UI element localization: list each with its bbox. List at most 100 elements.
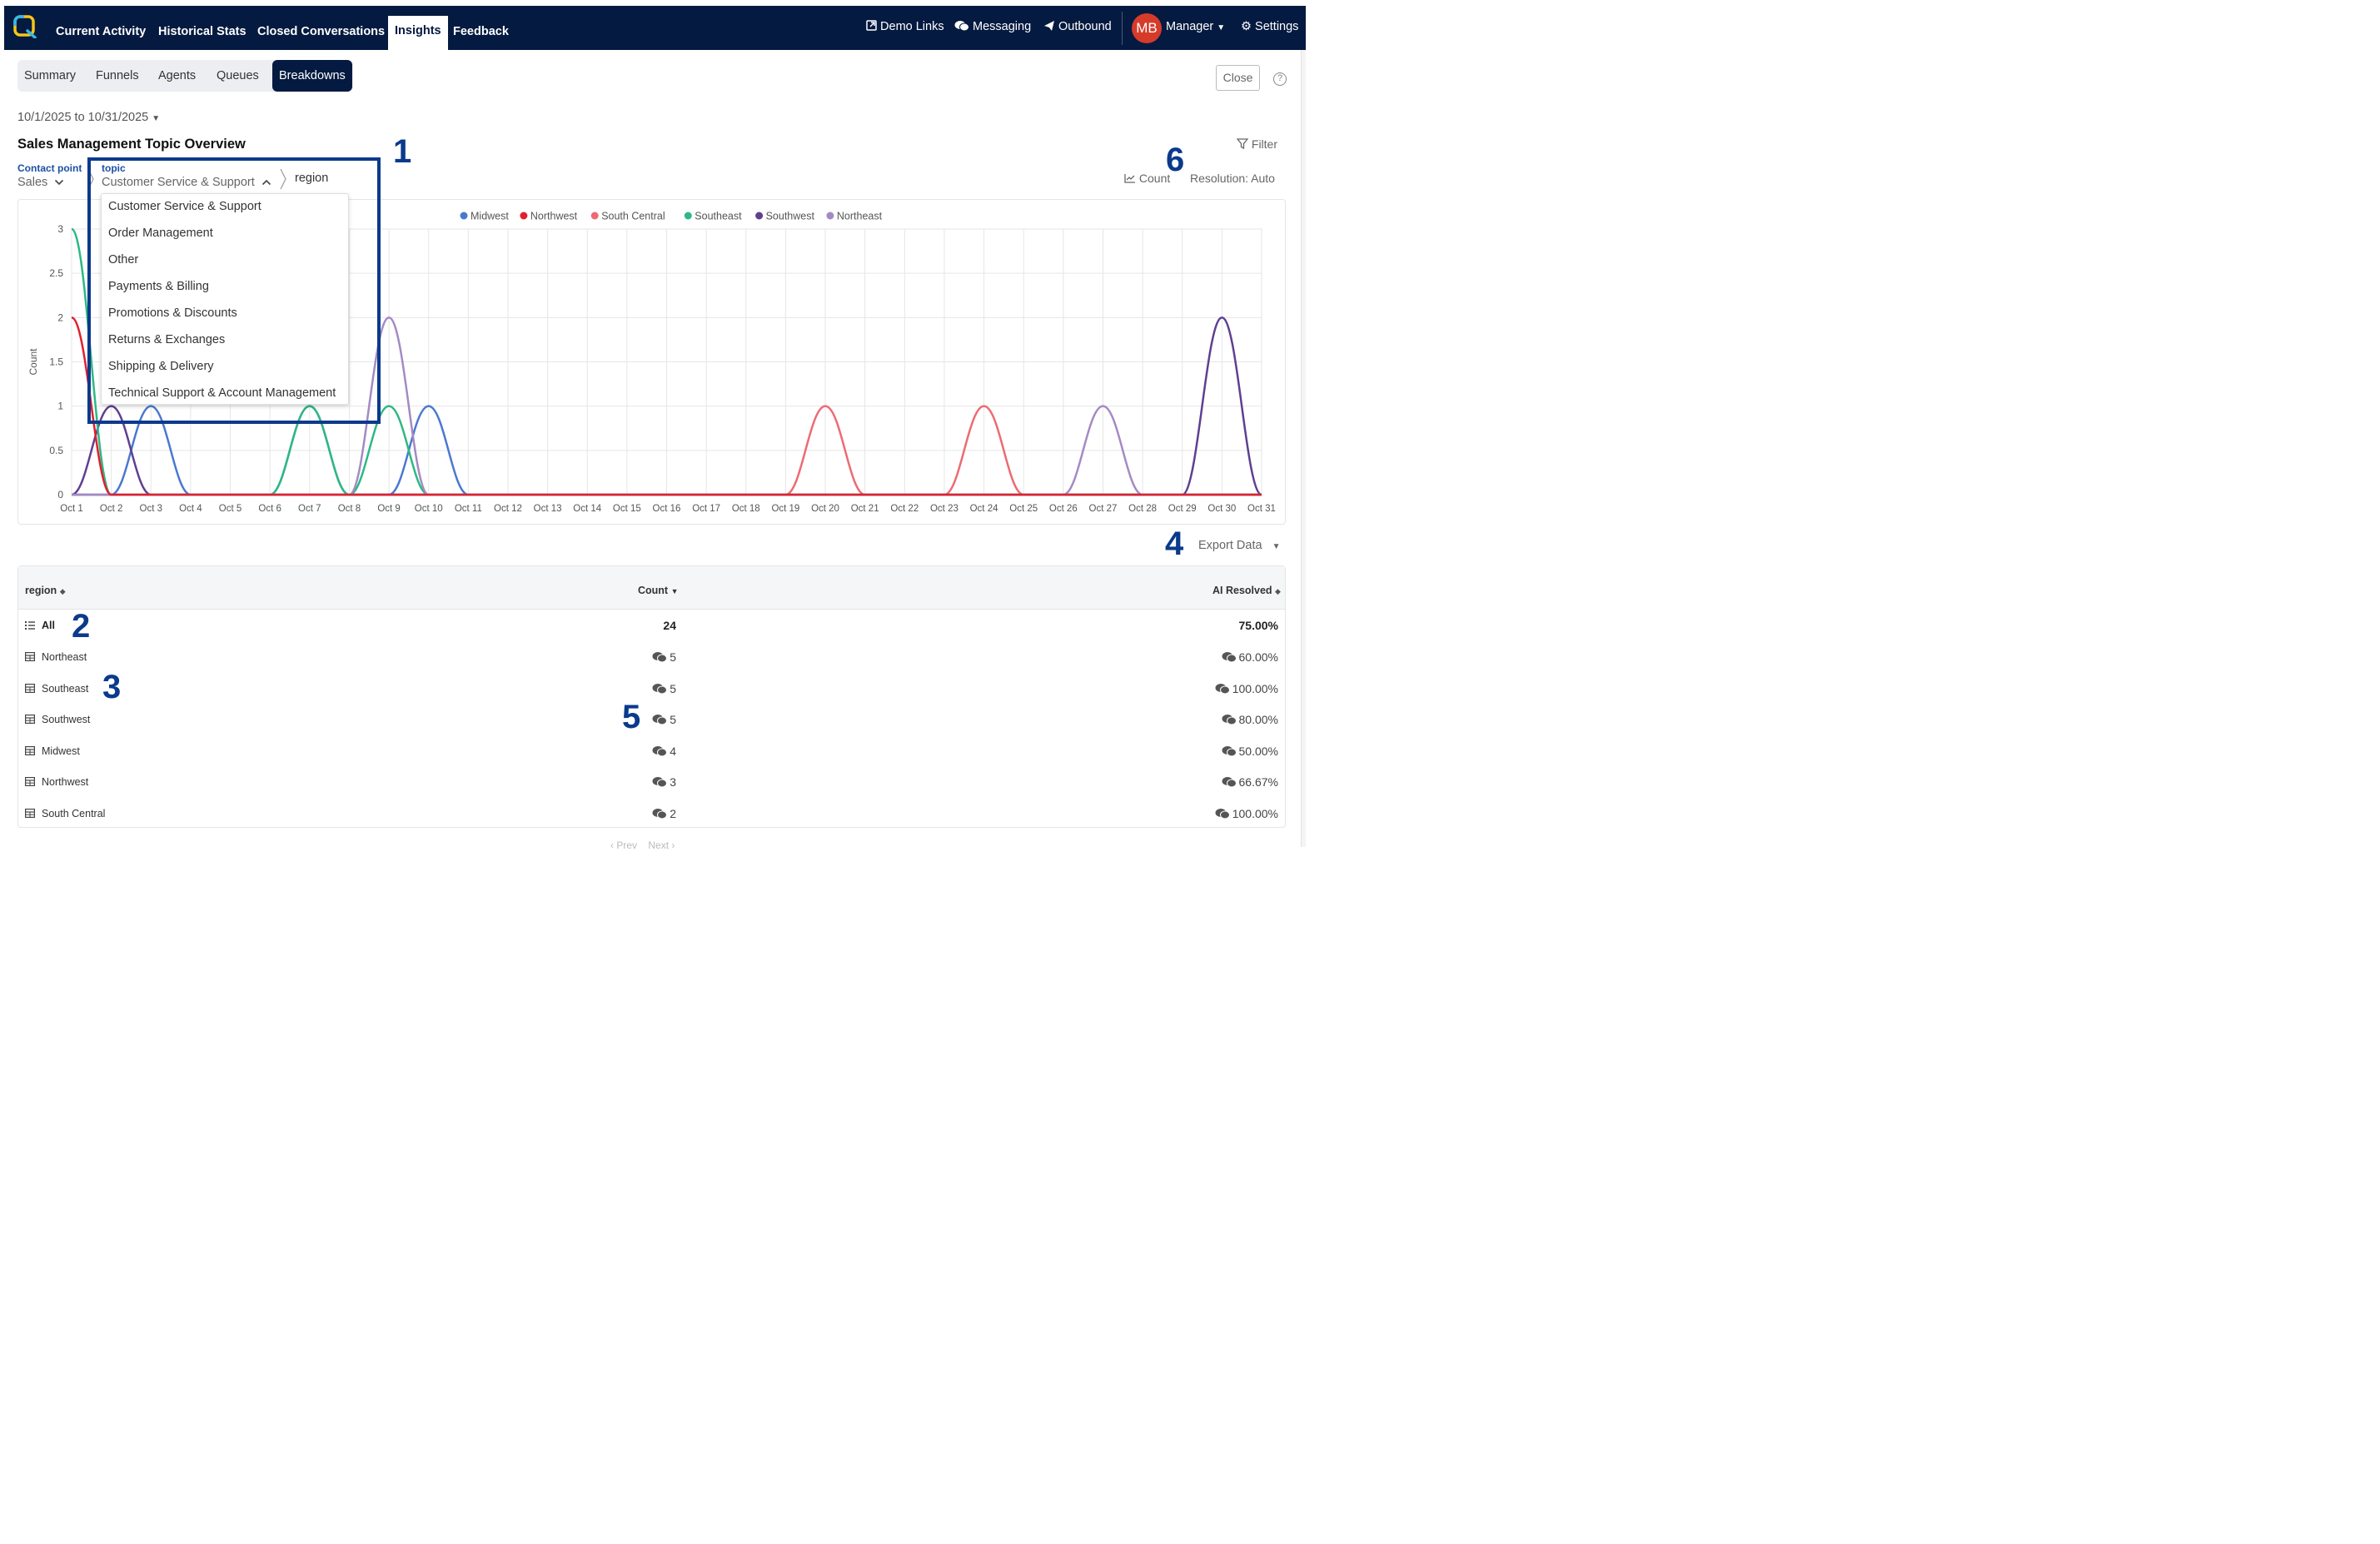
row-count[interactable]: 5 xyxy=(652,713,676,726)
row-ai-value: 50.00% xyxy=(1238,744,1278,758)
x-tick-label: Oct 29 xyxy=(1168,504,1197,514)
row-ai-resolved[interactable]: 80.00% xyxy=(1222,713,1278,726)
nav-feedback[interactable]: Feedback xyxy=(453,25,509,38)
nav-closed-conversations[interactable]: Closed Conversations xyxy=(257,25,386,38)
comments-icon xyxy=(954,21,969,32)
breadcrumb-chevron-icon xyxy=(87,168,94,190)
table-row[interactable]: Midwest 4 50.00% xyxy=(18,736,1285,767)
legend-entry: Southeast xyxy=(695,211,742,222)
messaging-link[interactable]: Messaging xyxy=(954,6,1031,50)
x-tick-label: Oct 14 xyxy=(573,504,601,514)
topic-option[interactable]: Payments & Billing xyxy=(108,280,209,293)
outbound-link[interactable]: Outbound xyxy=(1043,6,1112,50)
table-row[interactable]: Northeast 5 60.00% xyxy=(18,642,1285,673)
help-icon[interactable]: ? xyxy=(1273,72,1287,86)
topic-option[interactable]: Order Management xyxy=(108,227,213,240)
annotation-number: 3 xyxy=(102,669,122,705)
row-ai-resolved[interactable]: 100.00% xyxy=(1215,682,1278,695)
table-row[interactable]: Northwest 3 66.67% xyxy=(18,767,1285,798)
row-count-value: 4 xyxy=(670,744,676,758)
caret-down-icon: ▼ xyxy=(1272,542,1281,551)
messaging-label: Messaging xyxy=(973,20,1032,33)
nav-insights[interactable]: Insights xyxy=(388,16,448,50)
row-ai-resolved: 75.00% xyxy=(1238,619,1278,632)
topic-label: topic xyxy=(102,162,126,174)
x-tick-label: Oct 2 xyxy=(100,504,122,514)
table-row[interactable]: Southwest 5 80.00% xyxy=(18,705,1285,735)
x-tick-label: Oct 25 xyxy=(1009,504,1038,514)
row-ai-resolved[interactable]: 100.00% xyxy=(1215,807,1278,820)
row-ai-resolved[interactable]: 50.00% xyxy=(1222,745,1278,758)
prev-button[interactable]: ‹ Prev xyxy=(610,839,638,851)
contact-point-label: Contact point xyxy=(17,162,82,174)
resolution-dropdown[interactable]: Resolution: Auto xyxy=(1190,172,1275,185)
list-icon xyxy=(25,621,35,630)
row-count[interactable]: 4 xyxy=(652,745,676,758)
ai-resolved-header[interactable]: AI Resolved ◆ xyxy=(1212,585,1281,596)
tab-agents[interactable]: Agents xyxy=(158,69,197,82)
settings-link[interactable]: ⚙ Settings xyxy=(1241,6,1298,50)
count-header[interactable]: Count ▼ xyxy=(638,585,679,596)
row-label: Northwest xyxy=(42,776,89,788)
export-data-dropdown[interactable]: Export Data ▼ xyxy=(1198,539,1281,552)
topic-option[interactable]: Promotions & Discounts xyxy=(108,306,237,320)
row-count: 24 xyxy=(663,619,676,632)
contact-point-dropdown[interactable]: Sales xyxy=(17,176,64,189)
row-count[interactable]: 5 xyxy=(652,650,676,664)
demo-links-link[interactable]: Demo Links xyxy=(866,6,944,50)
role-label: Manager xyxy=(1166,20,1214,33)
row-count-value: 2 xyxy=(670,806,676,820)
pagination: ‹ Prev Next › xyxy=(610,839,675,851)
x-tick-label: Oct 5 xyxy=(219,504,241,514)
table-row-all[interactable]: All 24 75.00% xyxy=(18,610,1285,641)
row-label: Southeast xyxy=(42,682,89,695)
row-count[interactable]: 5 xyxy=(652,682,676,695)
topic-dropdown[interactable]: Customer Service & Support xyxy=(102,176,271,189)
annotation-number: 1 xyxy=(393,133,412,170)
tab-queues[interactable]: Queues xyxy=(217,69,259,82)
role-dropdown[interactable]: Manager ▼ xyxy=(1166,6,1225,50)
region-header[interactable]: region ◆ xyxy=(25,585,66,596)
next-button[interactable]: Next › xyxy=(648,839,675,851)
table-row[interactable]: South Central 2 100.00% xyxy=(18,799,1285,829)
nav-current-activity[interactable]: Current Activity xyxy=(56,25,147,38)
row-count[interactable]: 3 xyxy=(652,775,676,789)
topic-option[interactable]: Customer Service & Support xyxy=(108,200,261,213)
tab-funnels[interactable]: Funnels xyxy=(96,69,139,82)
row-label: Midwest xyxy=(42,745,80,757)
contact-point-value: Sales xyxy=(17,176,48,189)
legend-marker xyxy=(460,212,468,220)
demo-links-label: Demo Links xyxy=(880,20,944,33)
topic-option[interactable]: Shipping & Delivery xyxy=(108,360,214,373)
topic-option[interactable]: Other xyxy=(108,253,139,266)
table-icon xyxy=(25,683,35,693)
row-ai-resolved[interactable]: 60.00% xyxy=(1222,650,1278,664)
date-range-picker[interactable]: 10/1/2025 to 10/31/2025 ▼ xyxy=(17,111,160,124)
scrollbar[interactable] xyxy=(1301,50,1306,847)
avatar[interactable]: MB xyxy=(1132,13,1162,43)
topic-option[interactable]: Returns & Exchanges xyxy=(108,333,226,346)
topic-option[interactable]: Technical Support & Account Management xyxy=(108,386,336,400)
filter-button[interactable]: Filter xyxy=(1236,137,1277,151)
chevron-up-icon xyxy=(261,179,271,186)
close-button[interactable]: Close xyxy=(1216,65,1260,91)
app-logo-icon[interactable] xyxy=(13,15,37,38)
date-range-label: 10/1/2025 to 10/31/2025 xyxy=(17,111,149,124)
export-label: Export Data xyxy=(1198,539,1262,552)
sort-icon: ◆ xyxy=(1275,587,1281,595)
annotation-number: 4 xyxy=(1165,525,1184,562)
row-ai-resolved[interactable]: 66.67% xyxy=(1222,775,1278,789)
y-tick-label: 0.5 xyxy=(49,445,63,456)
count-metric-button[interactable]: Count xyxy=(1124,172,1170,185)
filter-icon xyxy=(1236,138,1249,150)
tab-breakdowns[interactable]: Breakdowns xyxy=(272,60,352,92)
x-tick-label: Oct 21 xyxy=(851,504,879,514)
y-tick-label: 2 xyxy=(57,311,63,323)
table-row[interactable]: Southeast 5 100.00% xyxy=(18,674,1285,705)
nav-historical-stats[interactable]: Historical Stats xyxy=(158,25,246,38)
tab-summary[interactable]: Summary xyxy=(24,69,77,82)
comments-icon xyxy=(652,683,668,694)
row-count-value: 5 xyxy=(670,650,676,664)
breadcrumb-region[interactable]: region xyxy=(295,172,329,185)
row-count[interactable]: 2 xyxy=(652,807,676,820)
